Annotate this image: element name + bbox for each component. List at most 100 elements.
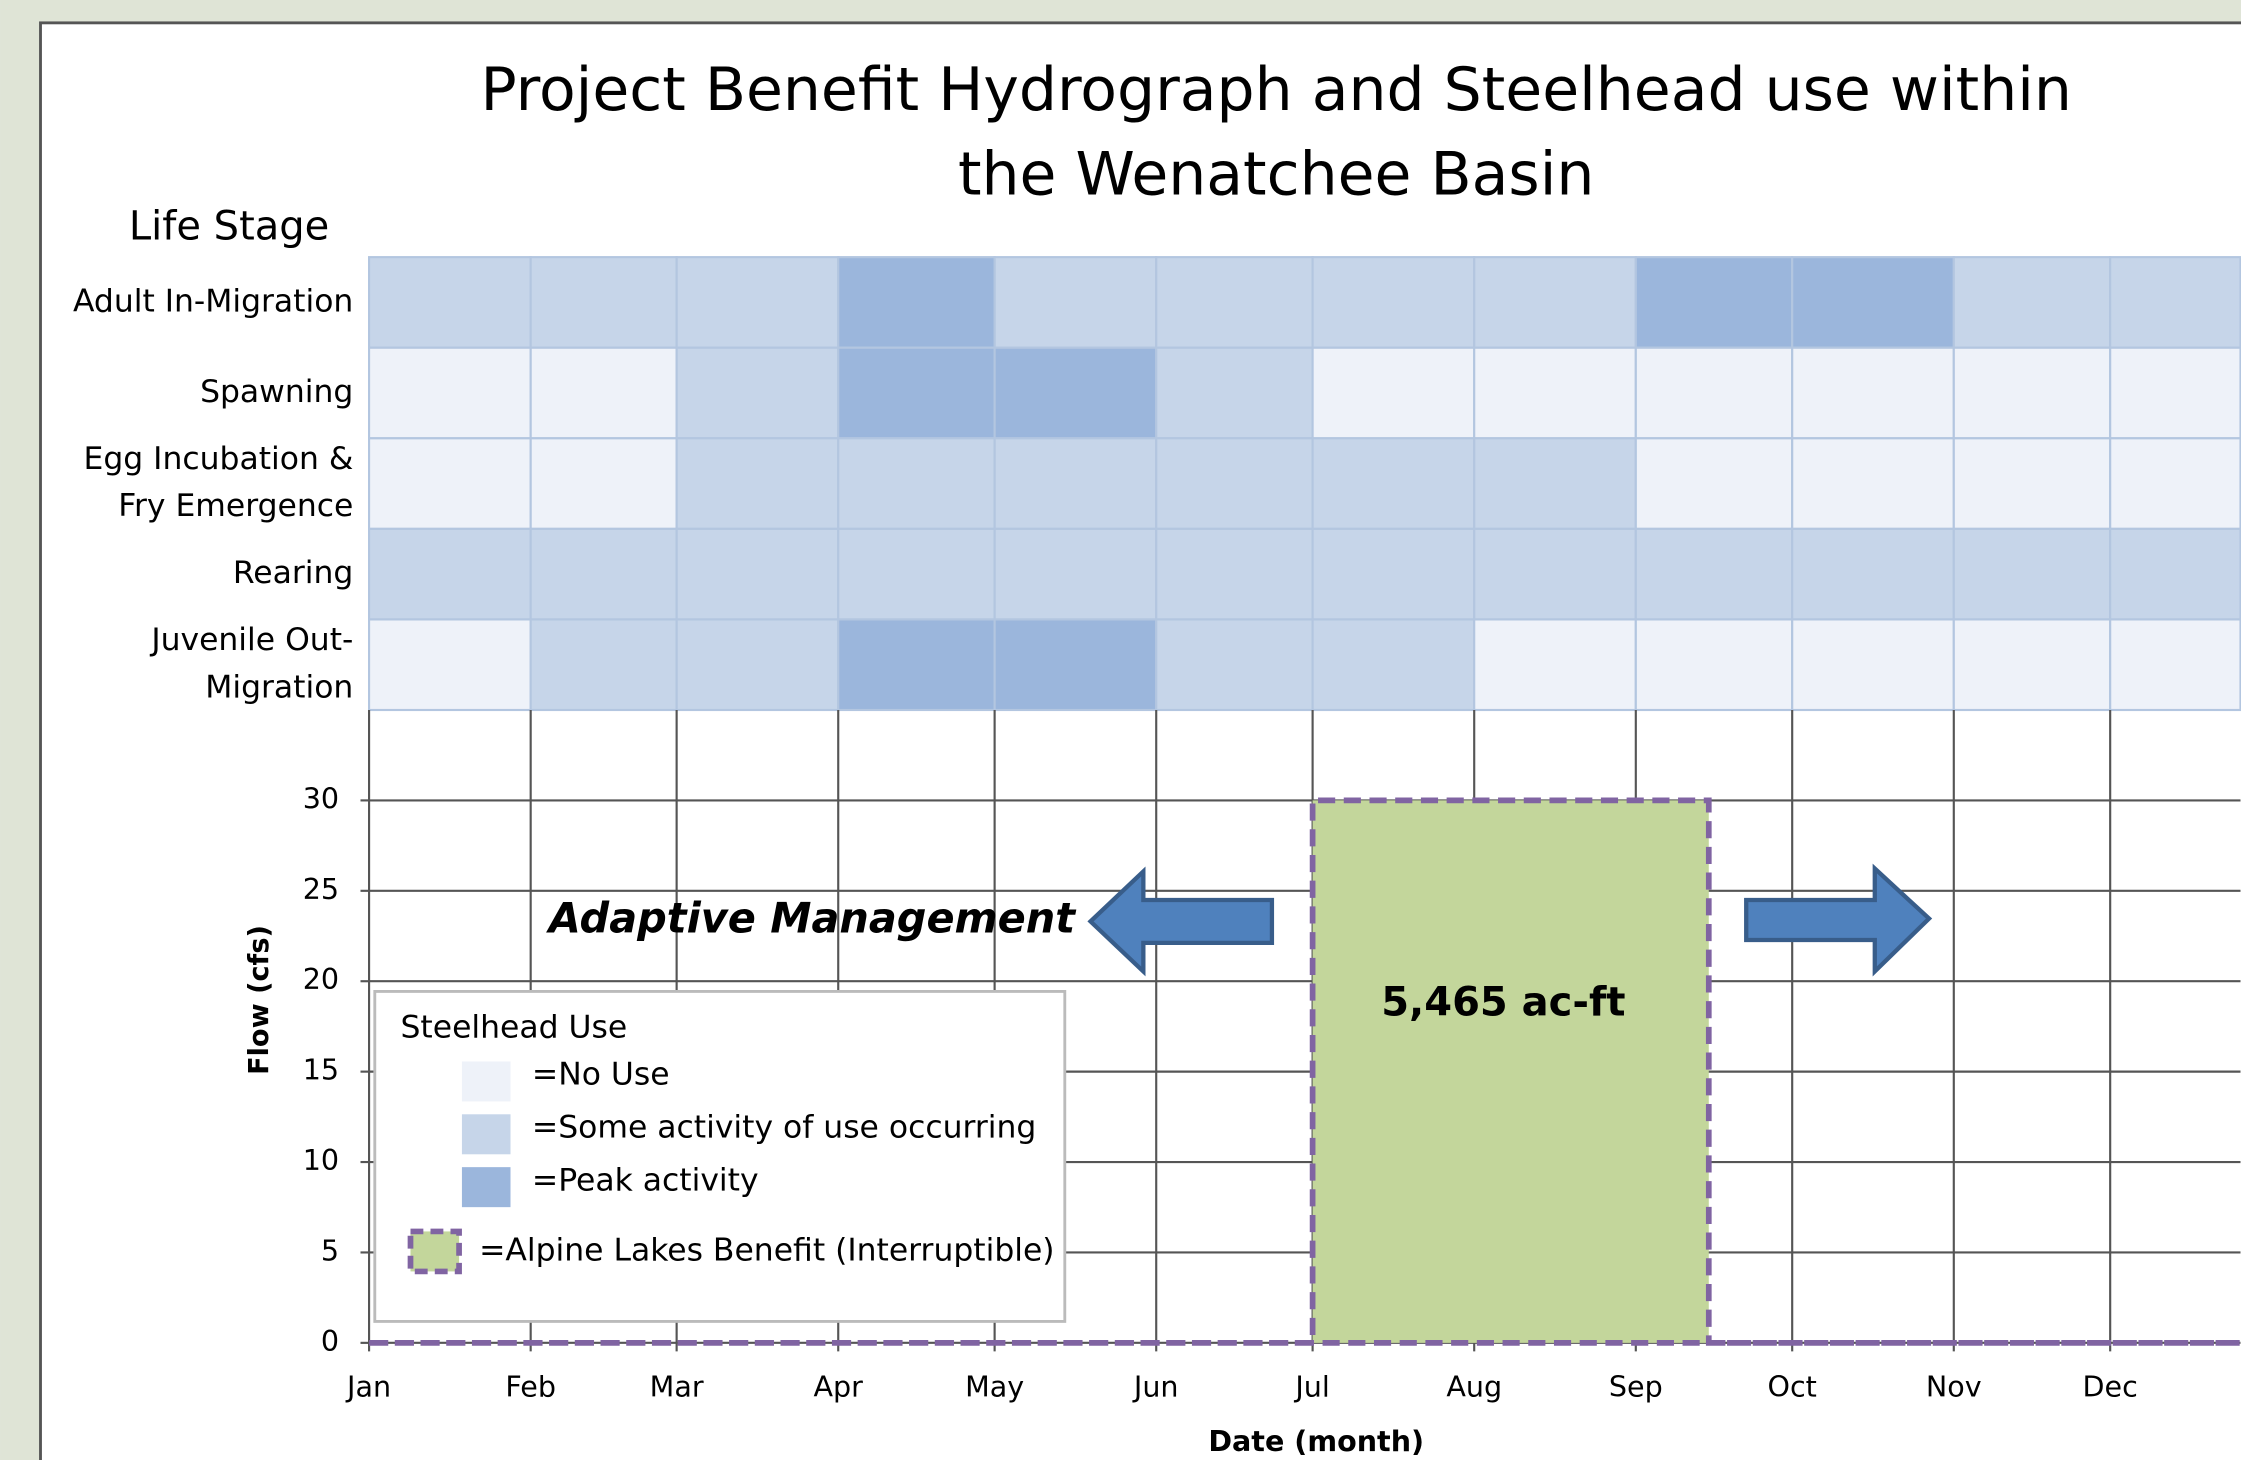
x-tick-label: Nov [1926, 1370, 1982, 1404]
heat-cell [369, 619, 531, 710]
heat-cell [1954, 257, 2110, 348]
heat-cell [1474, 438, 1636, 529]
heat-cell [1792, 438, 1954, 529]
x-tick-label: Apr [814, 1370, 864, 1404]
heat-cell [1636, 348, 1792, 439]
x-tick-label: Feb [505, 1370, 556, 1404]
x-tick-label: Jun [1132, 1370, 1179, 1404]
heat-cell [677, 619, 839, 710]
legend-label: =Peak activity [532, 1162, 759, 1198]
x-tick-label: Jul [1293, 1370, 1329, 1404]
heat-cell [369, 348, 531, 439]
heat-cell [531, 257, 677, 348]
y-tick-label: 20 [303, 962, 339, 996]
heat-cell [838, 348, 994, 439]
y-tick-label: 5 [321, 1233, 339, 1267]
heat-cell [531, 348, 677, 439]
legend-swatch [411, 1231, 460, 1271]
heat-cell [1792, 529, 1954, 620]
heat-cell [1954, 619, 2110, 710]
heat-cell [1313, 348, 1475, 439]
title-box: Project Benefit Hydrograph and Steelhead… [433, 47, 2119, 226]
heat-cell [677, 529, 839, 620]
heat-cell [1313, 438, 1475, 529]
heat-cell [2110, 438, 2240, 529]
heat-cell [995, 348, 1157, 439]
row-label: Rearing [233, 555, 353, 591]
legend-swatch [462, 1114, 511, 1154]
heat-cell [531, 438, 677, 529]
heat-cell [1474, 348, 1636, 439]
heat-cell [1313, 257, 1475, 348]
heat-cell [838, 438, 994, 529]
heat-cell [1636, 619, 1792, 710]
heat-cell [531, 529, 677, 620]
legend-label: =Alpine Lakes Benefit (Interruptible) [479, 1232, 1055, 1268]
life-stage-header: Life Stage [129, 204, 329, 250]
heat-cell [1474, 619, 1636, 710]
row-label: Fry Emergence [118, 488, 353, 524]
heat-cell [2110, 529, 2240, 620]
annotation: 5,465 ac-ft [1381, 979, 1625, 1025]
heat-cell [995, 438, 1157, 529]
heat-cell [677, 438, 839, 529]
heat-cell [995, 257, 1157, 348]
legend-title: Steelhead Use [401, 1010, 628, 1046]
row-label: Egg Incubation & [83, 441, 353, 477]
heat-cell [2110, 348, 2240, 439]
heat-cell [1792, 348, 1954, 439]
heat-cell [369, 529, 531, 620]
x-tick-label: Oct [1767, 1370, 1816, 1404]
heat-cell [1954, 348, 2110, 439]
heat-cell [1636, 257, 1792, 348]
heat-cell [1474, 257, 1636, 348]
heat-cell [1313, 619, 1475, 710]
heat-cell [1636, 438, 1792, 529]
heat-cell [1313, 529, 1475, 620]
legend-swatch [462, 1061, 511, 1101]
row-label: Adult In-Migration [73, 283, 353, 319]
legend-label: =Some activity of use occurring [532, 1110, 1036, 1146]
legend-swatch [462, 1167, 511, 1207]
y-tick-label: 25 [303, 872, 339, 906]
heat-cell [838, 257, 994, 348]
x-tick-label: Jan [345, 1370, 391, 1404]
heat-cell [1156, 529, 1312, 620]
x-axis-label: Date (month) [1208, 1424, 1424, 1458]
x-tick-label: Dec [2083, 1370, 2138, 1404]
heat-cell [369, 438, 531, 529]
row-label: Juvenile Out- [149, 622, 353, 658]
y-tick-label: 30 [303, 781, 339, 815]
heat-cell [1636, 529, 1792, 620]
heat-cell [369, 257, 531, 348]
x-tick-label: May [965, 1370, 1024, 1404]
y-axis-label: Flow (cfs) [244, 925, 275, 1075]
heat-cell [1792, 257, 1954, 348]
heat-cell [1156, 438, 1312, 529]
x-tick-label: Sep [1609, 1370, 1663, 1404]
x-tick-label: Mar [650, 1370, 704, 1404]
row-label: Migration [205, 669, 353, 705]
y-tick-label: 10 [303, 1143, 339, 1177]
y-tick-label: 15 [303, 1053, 339, 1087]
annotation: Adaptive Management [546, 894, 1077, 942]
legend-label: =No Use [532, 1057, 670, 1093]
x-tick-label: Aug [1446, 1370, 1502, 1404]
heat-cell [2110, 257, 2240, 348]
heat-cell [1156, 619, 1312, 710]
heat-cell [1954, 438, 2110, 529]
heat-cell [1474, 529, 1636, 620]
heat-cell [677, 257, 839, 348]
heat-cell [1954, 529, 2110, 620]
heat-cell [2110, 619, 2240, 710]
heat-cell [838, 529, 994, 620]
heat-cell [1792, 619, 1954, 710]
panel [41, 23, 2241, 1460]
heat-cell [677, 348, 839, 439]
heat-cell [995, 619, 1157, 710]
heat-cell [838, 619, 994, 710]
chart: Project Benefit Hydrograph and Steelhead… [0, 0, 2241, 1460]
heat-cell [1156, 348, 1312, 439]
row-label: Spawning [200, 374, 353, 410]
heat-cell [995, 529, 1157, 620]
